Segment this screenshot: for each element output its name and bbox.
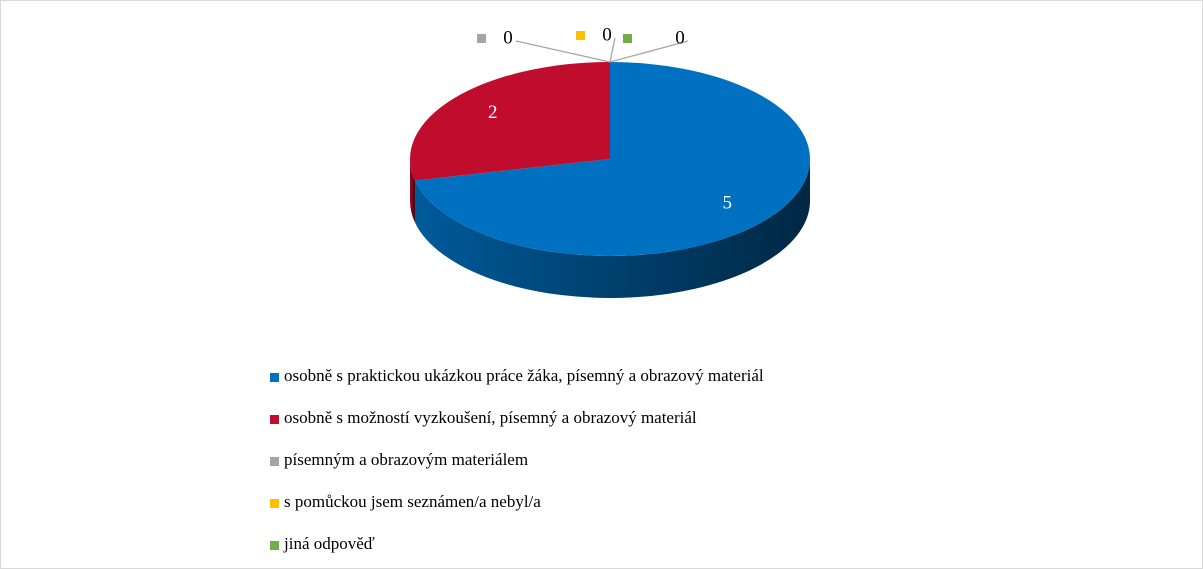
data-label: 0: [503, 27, 513, 48]
leader-line: [609, 37, 616, 63]
data-label: 2: [488, 102, 498, 123]
data-label: 0: [602, 24, 612, 45]
legend-swatch: [270, 415, 279, 424]
legend-swatch: [270, 541, 279, 550]
data-label: 5: [723, 193, 733, 214]
legend-swatch: [270, 457, 279, 466]
label-key: [623, 34, 632, 43]
pie-side: [415, 159, 810, 298]
leader-line: [609, 40, 689, 63]
label-key: [576, 31, 585, 40]
legend-label: osobně s možností vyzkoušení, písemný a …: [284, 408, 697, 427]
legend-label: jiná odpověď: [283, 534, 375, 553]
legend-label: osobně s praktickou ukázkou práce žáka, …: [284, 366, 764, 385]
pie-slice: [409, 62, 610, 181]
legend-label: písemným a obrazovým materiálem: [284, 450, 528, 469]
legend-swatch: [270, 373, 279, 382]
data-label: 0: [675, 27, 685, 48]
legend-label: s pomůckou jsem seznámen/a nebyl/a: [284, 492, 541, 511]
pie-slice: [415, 62, 810, 256]
leader-line: [515, 40, 611, 63]
pie-side: [410, 159, 416, 223]
legend-swatch: [270, 499, 279, 508]
label-key: [477, 34, 486, 43]
